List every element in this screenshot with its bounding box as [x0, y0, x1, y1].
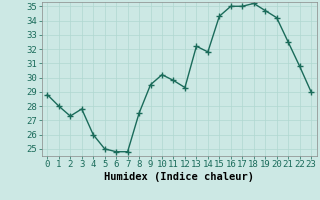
X-axis label: Humidex (Indice chaleur): Humidex (Indice chaleur): [104, 172, 254, 182]
